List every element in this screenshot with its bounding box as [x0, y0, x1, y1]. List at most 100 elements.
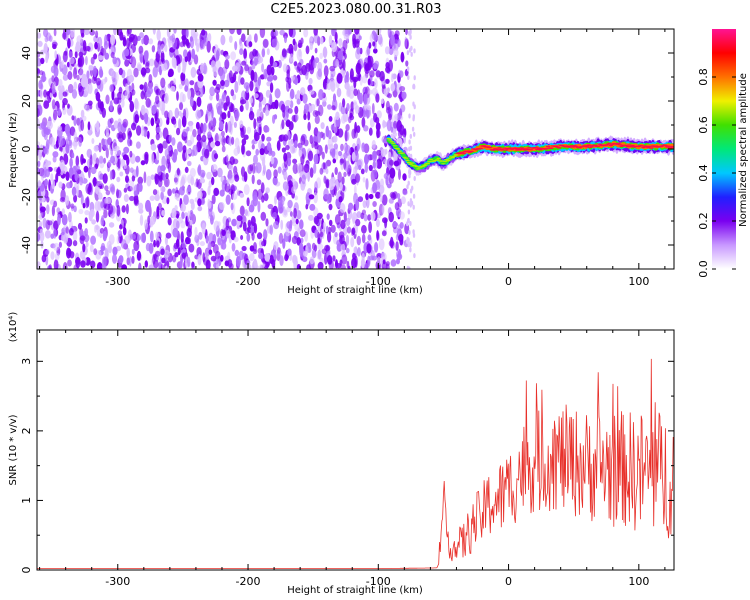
noise-cell	[121, 264, 127, 269]
noise-cell	[375, 93, 380, 103]
noise-cell	[257, 92, 264, 102]
snr-x-ticks: -300 -200 -100 0 100	[39, 330, 666, 588]
noise-cell	[44, 178, 49, 187]
noise-cell	[367, 255, 371, 267]
noise-cell	[363, 93, 368, 105]
noise-cell	[212, 79, 217, 86]
noise-cell	[155, 95, 160, 105]
noise-cell	[37, 107, 40, 118]
noise-cell	[409, 30, 412, 36]
noise-cell	[116, 176, 121, 183]
noise-cell	[39, 70, 44, 76]
noise-cell	[45, 249, 50, 256]
noise-cell	[408, 113, 411, 119]
noise-cell	[162, 62, 168, 71]
noise-cell	[104, 76, 108, 83]
noise-cell	[37, 68, 41, 74]
noise-cell	[383, 88, 388, 96]
noise-cell	[327, 130, 332, 140]
noise-cell	[261, 63, 265, 73]
x-tick-label: -300	[105, 575, 130, 588]
noise-cell	[72, 230, 78, 241]
noise-cell	[366, 243, 372, 254]
noise-cell	[333, 143, 338, 150]
noise-cell	[340, 264, 346, 269]
noise-cell	[233, 236, 239, 243]
noise-cell	[356, 235, 361, 246]
noise-cell	[334, 151, 339, 161]
signal-cell	[641, 146, 646, 149]
noise-cell	[366, 105, 371, 111]
spectrogram-x-ticks: -300 -200 -100 0 100	[39, 29, 666, 288]
noise-cell	[339, 203, 346, 213]
noise-cell	[80, 109, 85, 118]
noise-cell	[390, 83, 396, 92]
signal-cell	[425, 162, 430, 164]
noise-cell	[207, 185, 211, 196]
noise-cell	[307, 150, 314, 162]
noise-cell	[351, 178, 357, 185]
noise-cell	[328, 35, 333, 46]
noise-cell	[99, 227, 105, 234]
signal-cell	[488, 147, 493, 149]
chart-title: C2E5.2023.080.00.31.R03	[270, 2, 442, 17]
noise-cell	[369, 70, 375, 78]
noise-cell	[331, 41, 338, 53]
noise-cell	[116, 204, 121, 217]
noise-cell	[122, 118, 129, 128]
noise-cell	[239, 105, 244, 112]
noise-cell	[331, 29, 336, 37]
noise-cell	[225, 121, 228, 134]
noise-cell	[147, 80, 154, 89]
noise-cell	[123, 164, 127, 170]
signal-cell	[663, 144, 668, 147]
noise-cell	[252, 248, 258, 255]
signal-cell	[410, 162, 415, 164]
noise-cell	[300, 135, 306, 146]
noise-cell	[364, 262, 368, 269]
noise-cell	[297, 62, 302, 72]
signal-cell	[402, 156, 407, 158]
noise-cell	[287, 248, 292, 256]
noise-cell	[314, 181, 318, 193]
noise-cell	[156, 29, 161, 41]
noise-cell	[82, 243, 86, 253]
colorbar-tick-label: 0.8	[697, 68, 710, 86]
noise-cell	[129, 167, 134, 173]
noise-cell	[201, 29, 206, 36]
noise-cell	[160, 77, 166, 89]
noise-cell	[205, 113, 209, 124]
noise-cell	[402, 190, 408, 196]
noise-cell	[176, 220, 180, 229]
noise-cell	[301, 64, 307, 76]
noise-cell	[179, 102, 184, 111]
noise-cell	[77, 62, 83, 68]
noise-cell	[405, 29, 408, 36]
noise-cell	[287, 108, 293, 114]
noise-cell	[143, 113, 149, 123]
noise-cell	[69, 157, 73, 168]
noise-cell	[397, 249, 402, 259]
noise-cell	[368, 127, 373, 136]
noise-cell	[72, 165, 77, 175]
noise-cell	[152, 66, 158, 78]
noise-cell	[181, 242, 187, 249]
signal-cell	[458, 152, 463, 155]
noise-cell	[191, 261, 195, 268]
noise-cell	[320, 122, 325, 130]
noise-cell	[177, 54, 183, 64]
noise-cell	[358, 92, 364, 105]
noise-cell	[231, 136, 235, 145]
noise-cell	[258, 252, 264, 259]
noise-cell	[88, 184, 92, 193]
noise-cell	[148, 38, 154, 45]
noise-cell	[90, 260, 96, 269]
noise-cell	[110, 148, 114, 156]
noise-cell	[189, 96, 194, 108]
noise-cell	[131, 248, 135, 255]
noise-cell	[289, 211, 293, 217]
noise-cell	[73, 194, 78, 203]
noise-cell	[317, 261, 324, 269]
noise-cell	[173, 148, 178, 157]
noise-cell	[134, 114, 139, 124]
